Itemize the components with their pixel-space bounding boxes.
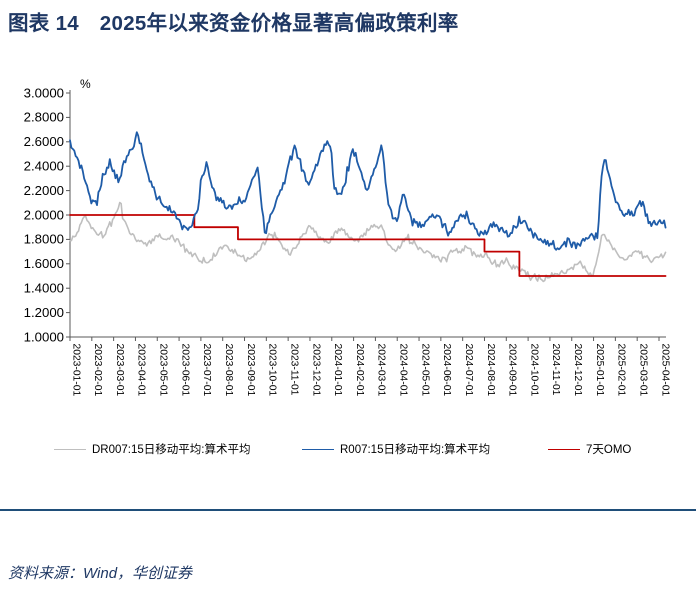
svg-text:%: % bbox=[80, 77, 91, 91]
svg-text:2023-01-01: 2023-01-01 bbox=[70, 344, 81, 397]
svg-text:2023-08-01: 2023-08-01 bbox=[223, 344, 234, 397]
svg-text:2023-07-01: 2023-07-01 bbox=[201, 344, 212, 397]
svg-text:2023-10-01: 2023-10-01 bbox=[267, 344, 278, 397]
svg-text:2024-03-01: 2024-03-01 bbox=[376, 344, 387, 397]
svg-text:2025-01-01: 2025-01-01 bbox=[594, 344, 605, 397]
svg-text:1.4000: 1.4000 bbox=[24, 281, 64, 296]
svg-text:2023-05-01: 2023-05-01 bbox=[158, 344, 169, 397]
svg-text:2024-02-01: 2024-02-01 bbox=[354, 344, 365, 397]
svg-text:2.8000: 2.8000 bbox=[24, 110, 64, 125]
svg-text:1.6000: 1.6000 bbox=[24, 256, 64, 271]
svg-text:2.0000: 2.0000 bbox=[24, 207, 64, 222]
svg-text:3.0000: 3.0000 bbox=[24, 85, 64, 100]
svg-text:2024-04-01: 2024-04-01 bbox=[398, 344, 409, 397]
svg-text:2023-04-01: 2023-04-01 bbox=[136, 344, 147, 397]
svg-text:1.0000: 1.0000 bbox=[24, 329, 64, 344]
svg-text:2023-02-01: 2023-02-01 bbox=[92, 344, 103, 397]
svg-text:2025-03-01: 2025-03-01 bbox=[637, 344, 648, 397]
svg-text:2024-06-01: 2024-06-01 bbox=[441, 344, 452, 397]
svg-text:2.4000: 2.4000 bbox=[24, 159, 64, 174]
svg-text:2025-02-01: 2025-02-01 bbox=[616, 344, 627, 397]
svg-text:2023-09-01: 2023-09-01 bbox=[245, 344, 256, 397]
svg-text:2024-10-01: 2024-10-01 bbox=[528, 344, 539, 397]
svg-text:2025-04-01: 2025-04-01 bbox=[659, 344, 670, 397]
svg-text:2024-12-01: 2024-12-01 bbox=[572, 344, 583, 397]
svg-text:2.6000: 2.6000 bbox=[24, 134, 64, 149]
svg-text:2024-09-01: 2024-09-01 bbox=[507, 344, 518, 397]
svg-text:2024-05-01: 2024-05-01 bbox=[419, 344, 430, 397]
svg-text:2023-06-01: 2023-06-01 bbox=[179, 344, 190, 397]
svg-text:2023-11-01: 2023-11-01 bbox=[288, 344, 299, 396]
svg-text:2024-11-01: 2024-11-01 bbox=[550, 344, 561, 396]
svg-text:2023-03-01: 2023-03-01 bbox=[114, 344, 125, 397]
svg-text:2024-01-01: 2024-01-01 bbox=[332, 344, 343, 397]
svg-text:2.2000: 2.2000 bbox=[24, 183, 64, 198]
svg-text:2023-12-01: 2023-12-01 bbox=[310, 344, 321, 397]
svg-text:1.2000: 1.2000 bbox=[24, 305, 64, 320]
svg-text:2024-08-01: 2024-08-01 bbox=[485, 344, 496, 397]
svg-text:1.8000: 1.8000 bbox=[24, 232, 64, 247]
svg-text:2024-07-01: 2024-07-01 bbox=[463, 344, 474, 397]
